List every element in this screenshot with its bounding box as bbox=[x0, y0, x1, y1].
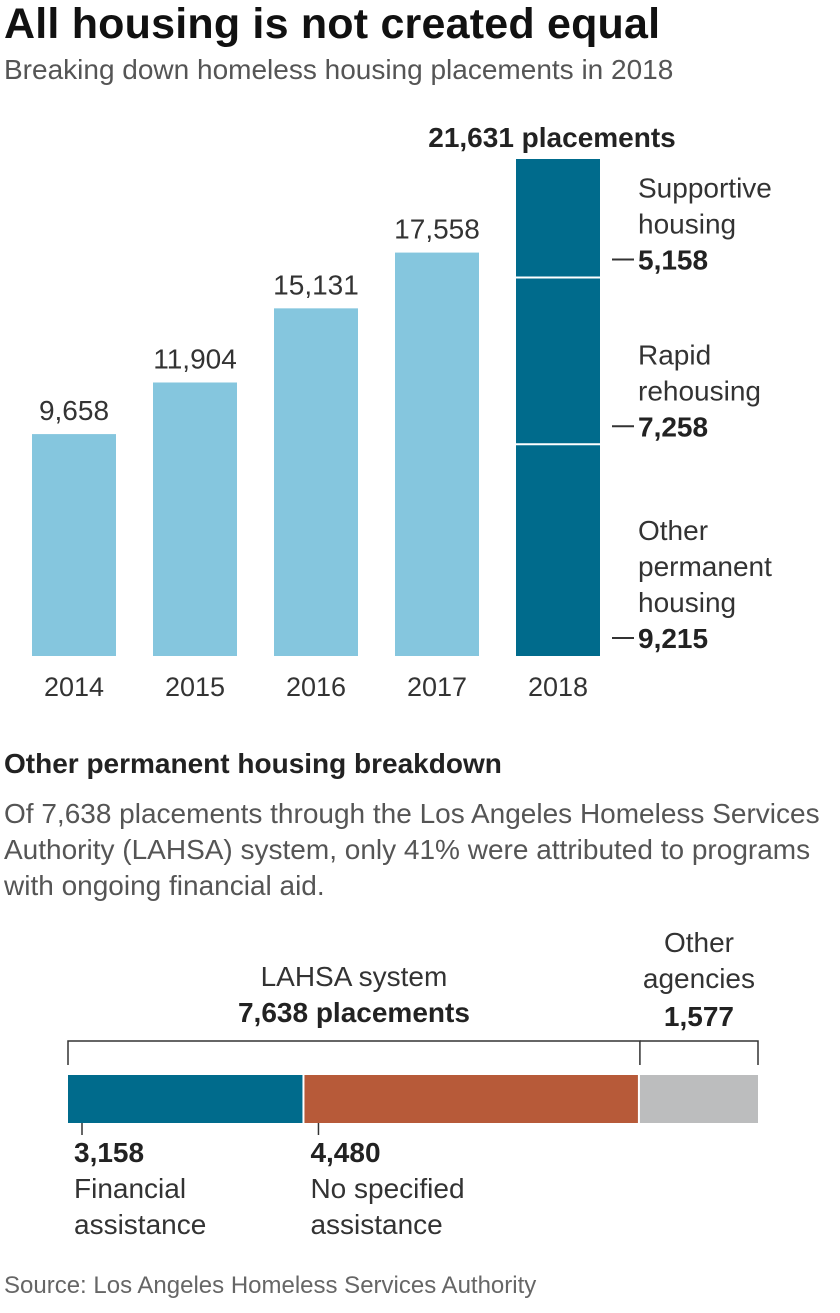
lahsa-bracket bbox=[67, 1040, 641, 1065]
segment-value-label: 4,480 bbox=[310, 1137, 380, 1168]
segment-name-label: Rapid bbox=[638, 339, 711, 370]
segment-other-agencies bbox=[639, 1075, 758, 1123]
segment-name-label: No specified bbox=[310, 1173, 464, 1204]
segment-value-label: 9,215 bbox=[638, 623, 708, 654]
year-label-2016: 2016 bbox=[286, 672, 346, 702]
other-agencies-group-label: Other bbox=[664, 927, 734, 958]
segment-financial bbox=[68, 1075, 303, 1123]
lahsa-group-label: LAHSA system bbox=[261, 961, 448, 992]
segment-name-label: assistance bbox=[310, 1209, 442, 1240]
year-label-2017: 2017 bbox=[407, 672, 467, 702]
bar-2015 bbox=[153, 382, 237, 656]
lahsa-group-value: 7,638 placements bbox=[238, 997, 470, 1028]
bar-2018-segment-1 bbox=[516, 444, 600, 656]
bar-2017 bbox=[395, 252, 479, 656]
year-label-2015: 2015 bbox=[165, 672, 225, 702]
segment-name-label: Supportive bbox=[638, 173, 772, 204]
segment-value-label: 3,158 bbox=[74, 1137, 144, 1168]
segment-no-specified bbox=[304, 1075, 638, 1123]
chart-title: All housing is not created equal bbox=[4, 0, 661, 48]
bar-2018-segment-3 bbox=[516, 159, 600, 278]
chart-subtitle: Breaking down homeless housing placement… bbox=[4, 54, 674, 85]
other-agencies-bracket bbox=[639, 1040, 759, 1065]
bar-2018-segment-2 bbox=[516, 277, 600, 445]
year-label-2018: 2018 bbox=[528, 672, 588, 702]
other-agencies-group-label: agencies bbox=[643, 963, 755, 994]
value-label-2014: 9,658 bbox=[39, 395, 109, 426]
total-2018-label: 21,631 placements bbox=[428, 122, 676, 153]
segment-name-label: Financial bbox=[74, 1173, 186, 1204]
segment-name-label: rehousing bbox=[638, 375, 761, 406]
placements-bar-chart: 9,658 2014 11,904 2015 15,131 2016 17,558 2017 2… bbox=[32, 122, 772, 702]
breakdown-description: Of 7,638 placements through the Los Ange… bbox=[4, 798, 820, 901]
value-label-2015: 11,904 bbox=[153, 343, 237, 374]
segment-value-label: 5,158 bbox=[638, 245, 708, 276]
value-label-2017: 17,558 bbox=[394, 214, 480, 245]
segment-name-label: housing bbox=[638, 209, 736, 240]
breakdown-title: Other permanent housing breakdown bbox=[4, 748, 502, 779]
segment-value-label: 7,258 bbox=[638, 411, 708, 442]
segment-name-label: Other bbox=[638, 515, 708, 546]
segment-name-label: assistance bbox=[74, 1209, 206, 1240]
segment-name-label: housing bbox=[638, 587, 736, 618]
year-label-2014: 2014 bbox=[44, 672, 104, 702]
other-agencies-group-value: 1,577 bbox=[664, 1001, 734, 1032]
bar-2014 bbox=[32, 434, 116, 656]
value-label-2016: 15,131 bbox=[273, 269, 359, 300]
segment-name-label: permanent bbox=[638, 551, 772, 582]
source-note: Source: Los Angeles Homeless Services Au… bbox=[4, 1272, 537, 1299]
bar-2016 bbox=[274, 308, 358, 656]
